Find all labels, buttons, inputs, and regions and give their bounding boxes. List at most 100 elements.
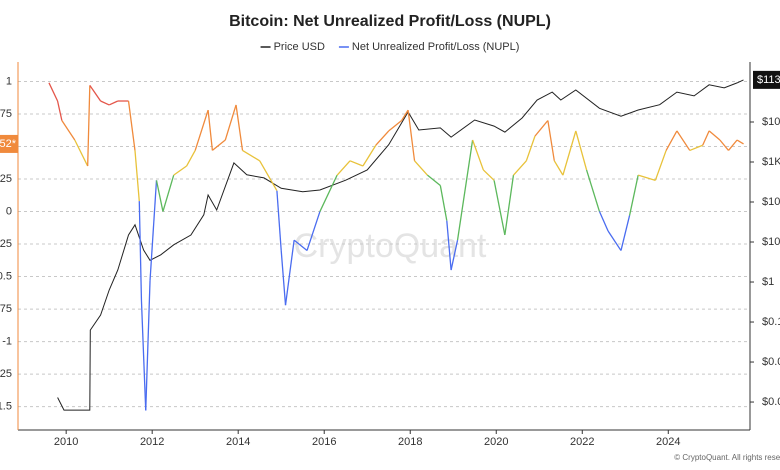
y2-tick-label: $1 [762,276,774,288]
nupl-segment [482,169,495,181]
nupl-segment [512,160,527,176]
nupl-segment [553,160,564,176]
nupl-segment [471,139,484,171]
nupl-segment [534,120,549,137]
x-tick-label: 2010 [54,436,78,448]
nupl-segment [194,109,209,151]
y-tick-label: -0.25 [0,238,12,250]
nupl-segment [89,85,102,102]
current-value-box [753,70,780,89]
y2-tick-label: $1K [762,156,780,168]
y2-tick-label: $0.01 [762,356,780,368]
nupl-segment [276,190,282,251]
watermark: CryptoQuant [294,227,487,265]
nupl-segment [211,139,226,151]
nupl-segment [108,100,119,106]
nupl-segment [665,130,678,151]
y-tick-label: 0.25 [0,173,12,185]
legend-label: Price USD [274,41,325,53]
nupl-segment [708,130,721,141]
nupl-segment [628,174,639,216]
nupl-segment [134,150,140,202]
nupl-segment [598,211,609,232]
x-tick-label: 2024 [656,436,680,448]
nupl-segment [702,130,710,146]
nupl-segment [620,215,631,251]
y2-tick-label: $0.001 [762,396,780,408]
nupl-segment [349,160,364,167]
y2-tick-label: $100 [762,196,780,208]
nupl-segment [306,211,321,251]
nupl-segment [525,135,536,162]
nupl-segment [293,239,308,252]
nupl-segment [162,174,175,212]
x-tick-label: 2018 [398,436,422,448]
legend-label: Net Unrealized Profit/Loss (NUPL) [352,41,520,53]
nupl-segment [100,100,110,106]
nupl-segment [362,144,377,167]
nupl-segment [689,144,703,152]
nupl-segment [719,139,729,151]
nupl-segment [242,149,261,162]
nupl-segment [676,130,691,151]
nupl-segment [56,100,63,121]
nupl-segment [145,280,151,411]
y-tick-label: -0.5 [0,270,12,282]
nupl-segment [224,104,237,141]
nupl-segment [87,85,91,167]
nupl-segment [446,220,452,271]
nupl-segment [456,139,474,241]
nupl-segment [319,174,338,212]
nupl-segment [388,120,403,132]
nupl-segment [186,150,196,167]
nupl-segment [414,160,428,176]
nupl-segment [61,120,76,141]
nupl-segment [439,185,448,221]
nupl-segment [259,160,278,192]
nupl-segment [149,180,158,281]
nupl-segment [547,120,555,161]
nupl-segment [637,174,656,181]
y-tick-label: -0.75 [0,303,12,315]
y2-tick-label: $10 [762,236,780,248]
x-tick-label: 2012 [140,436,164,448]
nupl-segment [575,130,588,171]
nupl-segment [336,160,351,176]
nupl-segment [173,165,187,176]
nupl-segment [493,180,506,236]
nupl-segment [375,130,390,146]
nupl-segment [407,110,416,161]
nupl-segment [155,180,164,212]
nupl-segment [504,175,515,236]
y-tick-label: 0 [6,205,12,217]
price-line [57,79,744,411]
x-tick-label: 2022 [570,436,594,448]
nupl-segment [654,150,667,181]
nupl-segment [140,299,147,411]
y-tick-label: 0.75 [0,108,12,120]
nupl-segment [450,240,459,271]
y2-tick-label: $0.1 [762,316,780,328]
legend: Price USD Net Unrealized Profit/Loss (NUP… [260,41,520,53]
x-tick-label: 2014 [226,436,250,448]
nupl-segment [280,250,287,306]
nupl-segment [585,169,601,212]
nupl-segment [74,139,89,167]
nupl-segment [562,130,577,176]
nupl-segment [284,240,295,306]
y-tick-label: -1.25 [0,368,12,380]
nupl-segment [727,139,738,151]
current-value-box [0,134,18,153]
nupl-segment [235,104,244,151]
chart-title: Bitcoin: Net Unrealized Profit/Loss (NUP… [229,13,551,30]
y2-tick-label: $10K [762,116,780,128]
nupl-segment [736,139,744,145]
nupl-segment [127,100,136,151]
y-tick-label: -1 [2,335,12,347]
x-tick-label: 2020 [484,436,508,448]
nupl-segment [48,82,59,102]
current-value-label: 0.52* [0,138,17,150]
y-tick-label: 1 [6,75,12,87]
y-tick-label: -1.5 [0,400,12,412]
